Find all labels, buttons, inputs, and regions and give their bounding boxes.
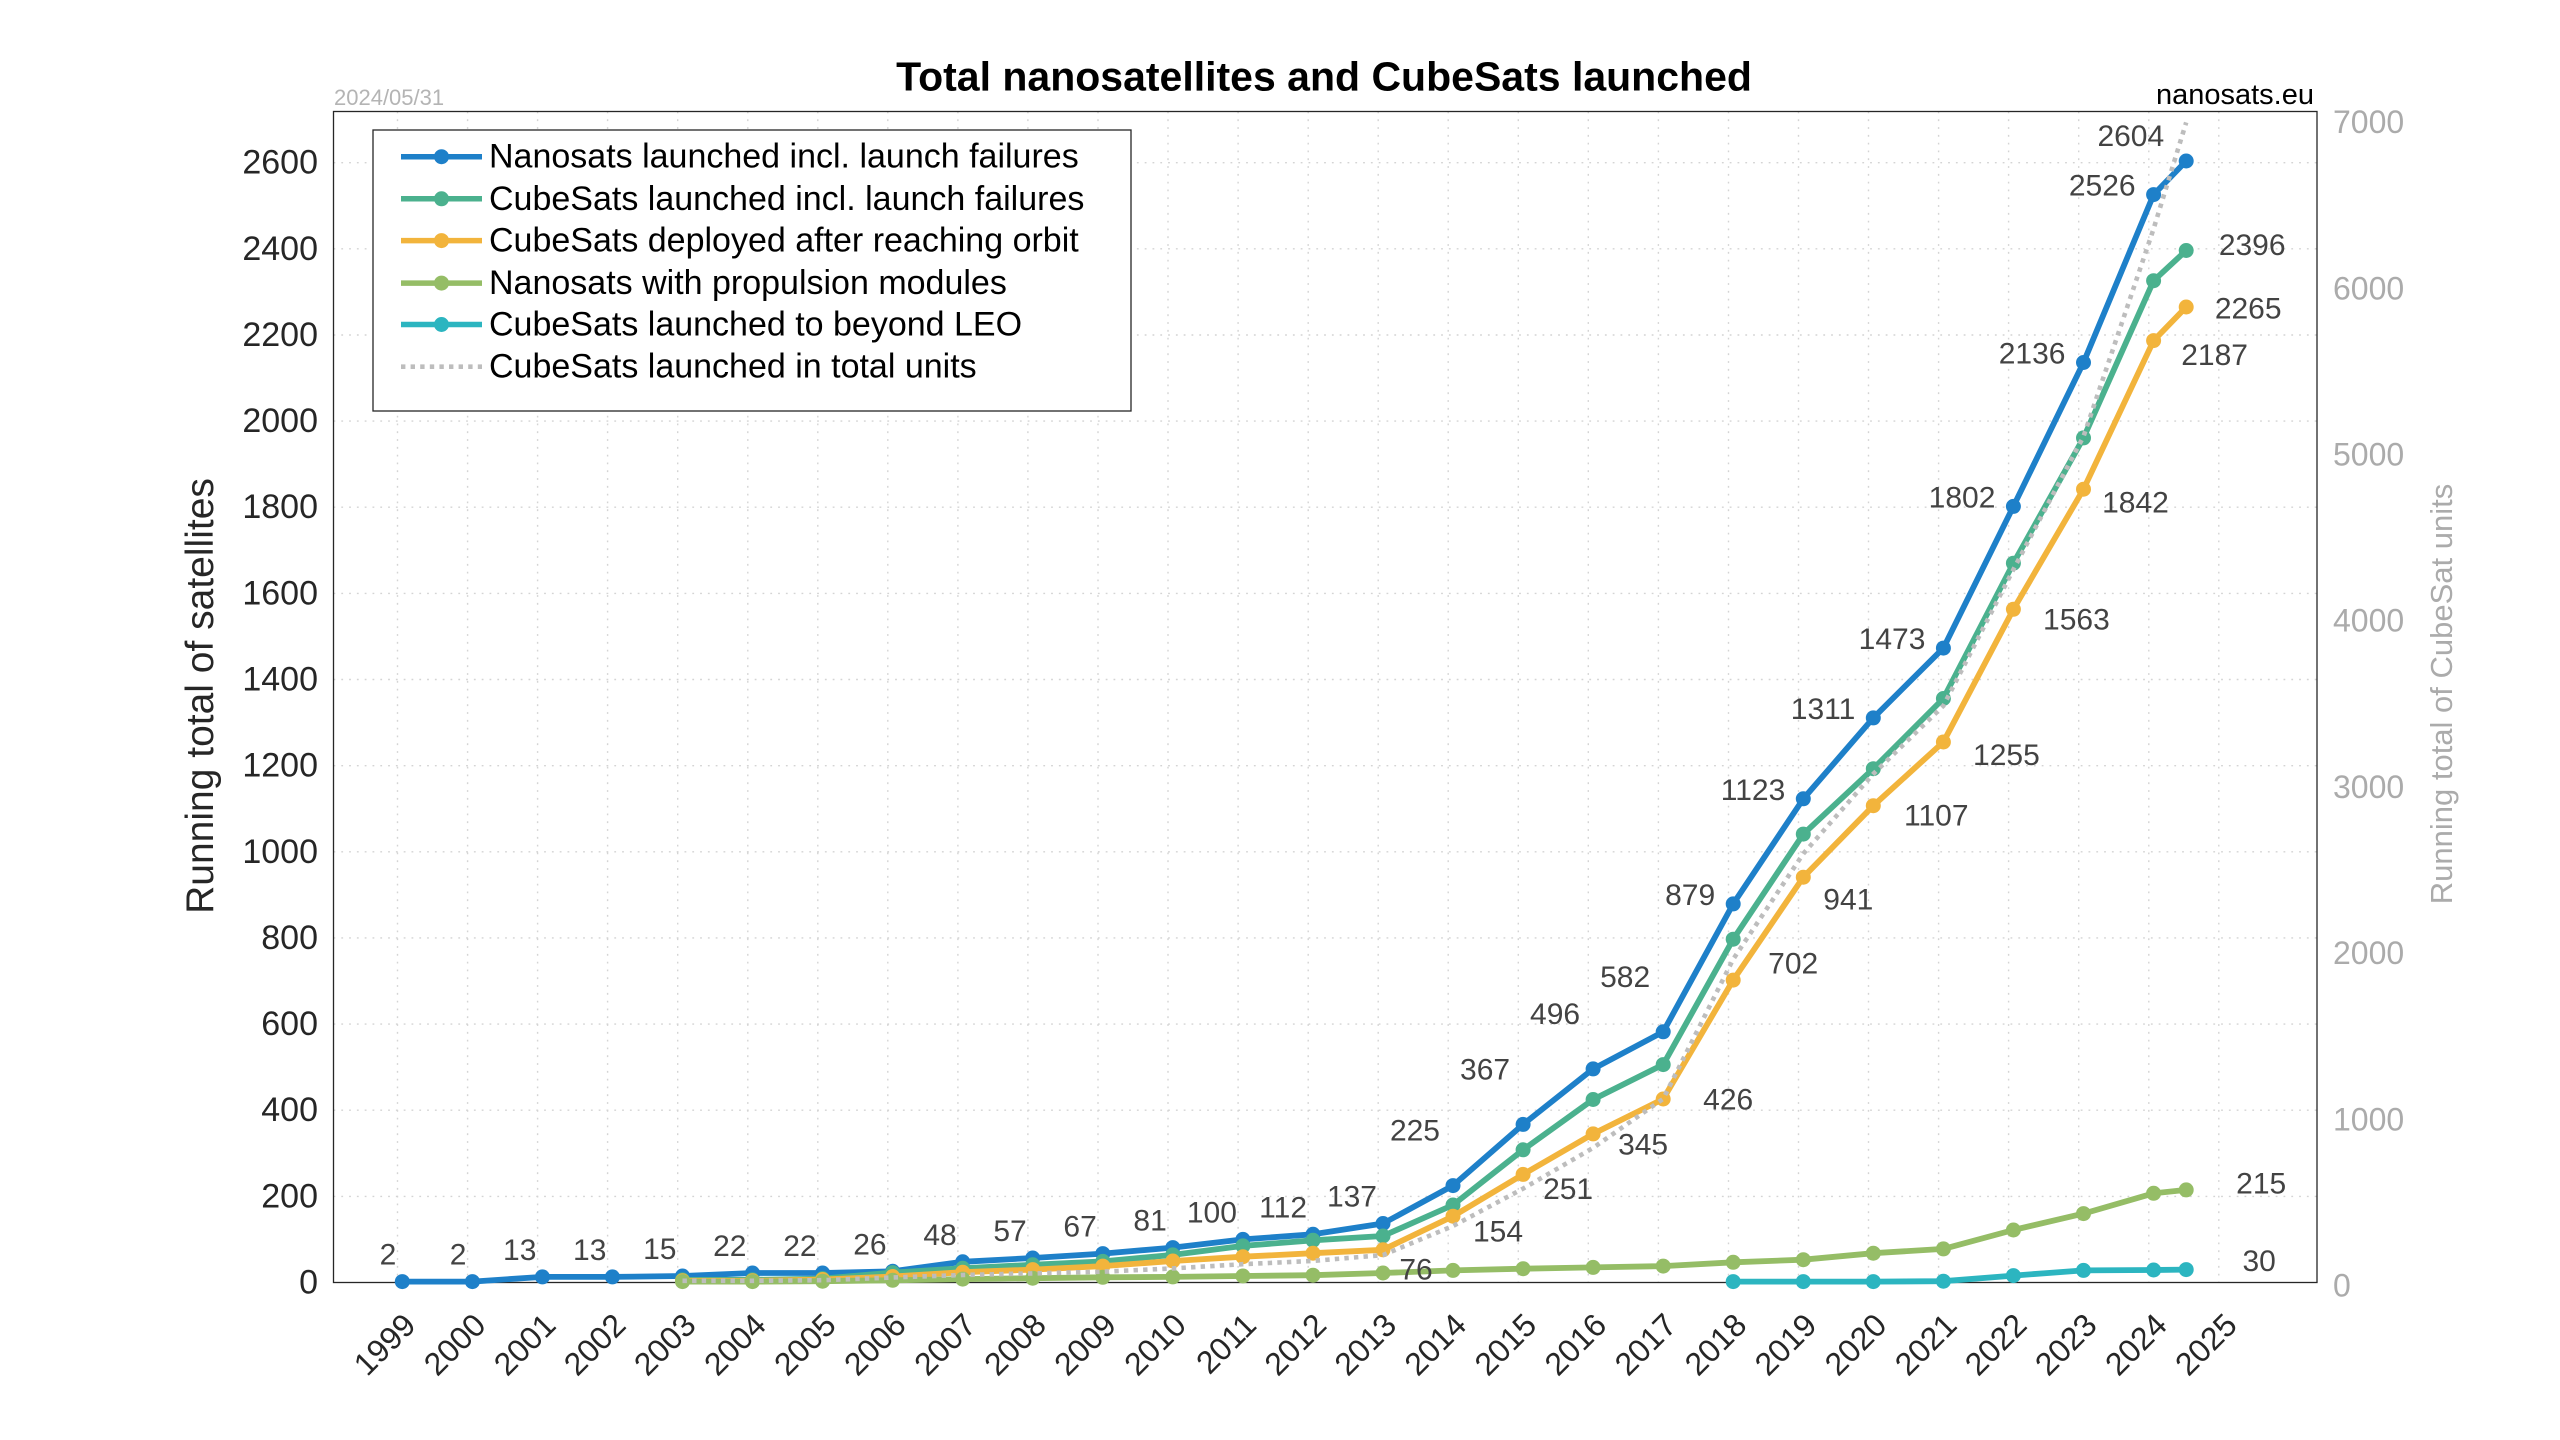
svg-text:2396: 2396 <box>2219 229 2286 262</box>
svg-text:2000: 2000 <box>2333 935 2404 971</box>
svg-text:1600: 1600 <box>242 574 318 612</box>
svg-text:30: 30 <box>2243 1245 2276 1278</box>
svg-text:702: 702 <box>1768 948 1818 981</box>
svg-text:1842: 1842 <box>2102 487 2169 520</box>
svg-text:879: 879 <box>1665 879 1715 912</box>
svg-text:1107: 1107 <box>1904 800 1969 833</box>
svg-text:7000: 7000 <box>2333 104 2404 140</box>
svg-text:2187: 2187 <box>2181 339 2248 372</box>
svg-text:Running total of CubeSat units: Running total of CubeSat units <box>2424 484 2459 905</box>
svg-text:0: 0 <box>2333 1268 2351 1304</box>
svg-text:2400: 2400 <box>242 230 318 268</box>
svg-text:13: 13 <box>573 1234 606 1267</box>
svg-text:496: 496 <box>1530 998 1580 1031</box>
svg-text:112: 112 <box>1259 1191 1307 1224</box>
svg-text:CubeSats launched to beyond LE: CubeSats launched to beyond LEO <box>489 306 1022 344</box>
svg-text:67: 67 <box>1063 1211 1096 1244</box>
svg-text:Nanosats with propulsion modul: Nanosats with propulsion modules <box>489 264 1007 302</box>
svg-text:2000: 2000 <box>242 402 318 440</box>
svg-text:2600: 2600 <box>242 144 318 182</box>
svg-text:600: 600 <box>261 1005 318 1043</box>
svg-text:5000: 5000 <box>2333 437 2404 473</box>
svg-text:2604: 2604 <box>2097 120 2164 153</box>
svg-text:57: 57 <box>993 1215 1026 1248</box>
svg-text:2200: 2200 <box>242 316 318 354</box>
svg-text:1400: 1400 <box>242 661 318 699</box>
svg-text:2: 2 <box>450 1239 467 1272</box>
svg-text:400: 400 <box>261 1091 318 1129</box>
svg-text:1200: 1200 <box>242 747 318 785</box>
svg-text:137: 137 <box>1327 1181 1377 1214</box>
svg-text:1563: 1563 <box>2043 604 2110 637</box>
svg-text:345: 345 <box>1618 1128 1668 1161</box>
svg-text:Total nanosatellites and CubeS: Total nanosatellites and CubeSats launch… <box>896 54 1752 100</box>
svg-text:941: 941 <box>1823 884 1873 917</box>
svg-text:22: 22 <box>783 1230 816 1263</box>
svg-text:Nanosats launched incl. launch: Nanosats launched incl. launch failures <box>489 138 1079 176</box>
svg-text:0: 0 <box>299 1264 318 1302</box>
svg-text:1473: 1473 <box>1859 623 1926 656</box>
svg-text:81: 81 <box>1133 1205 1166 1238</box>
svg-text:15: 15 <box>643 1233 676 1266</box>
svg-text:6000: 6000 <box>2333 270 2404 306</box>
svg-text:215: 215 <box>2236 1167 2286 1200</box>
svg-text:367: 367 <box>1460 1053 1510 1086</box>
svg-text:CubeSats deployed after reachi: CubeSats deployed after reaching orbit <box>489 222 1079 260</box>
svg-text:1000: 1000 <box>2333 1101 2404 1137</box>
svg-text:22: 22 <box>713 1230 746 1263</box>
svg-text:1802: 1802 <box>1929 481 1996 514</box>
svg-text:nanosats.eu: nanosats.eu <box>2156 79 2314 111</box>
svg-text:13: 13 <box>503 1234 536 1267</box>
svg-text:582: 582 <box>1600 961 1650 994</box>
svg-text:3000: 3000 <box>2333 769 2404 805</box>
svg-text:48: 48 <box>923 1219 956 1252</box>
svg-text:26: 26 <box>853 1228 886 1261</box>
svg-text:1255: 1255 <box>1973 739 2040 772</box>
svg-text:100: 100 <box>1187 1196 1237 1229</box>
svg-text:CubeSats launched in total uni: CubeSats launched in total units <box>489 348 977 386</box>
svg-text:1800: 1800 <box>242 488 318 526</box>
svg-text:1000: 1000 <box>242 833 318 871</box>
svg-text:4000: 4000 <box>2333 603 2404 639</box>
svg-text:1311: 1311 <box>1791 693 1856 726</box>
svg-text:Running total of satellites: Running total of satellites <box>179 478 222 914</box>
svg-text:2526: 2526 <box>2069 170 2136 203</box>
svg-text:200: 200 <box>261 1177 318 1215</box>
svg-text:2024/05/31: 2024/05/31 <box>334 85 444 110</box>
svg-text:426: 426 <box>1703 1084 1753 1117</box>
svg-text:2136: 2136 <box>1999 338 2066 371</box>
svg-text:225: 225 <box>1390 1115 1440 1148</box>
svg-text:1123: 1123 <box>1721 774 1786 807</box>
svg-text:CubeSats launched incl. launch: CubeSats launched incl. launch failures <box>489 180 1084 218</box>
svg-text:2: 2 <box>380 1239 397 1272</box>
svg-text:2265: 2265 <box>2215 293 2282 326</box>
svg-text:800: 800 <box>261 919 318 957</box>
svg-text:154: 154 <box>1473 1216 1523 1249</box>
svg-text:251: 251 <box>1543 1173 1593 1206</box>
svg-text:76: 76 <box>1399 1253 1432 1286</box>
